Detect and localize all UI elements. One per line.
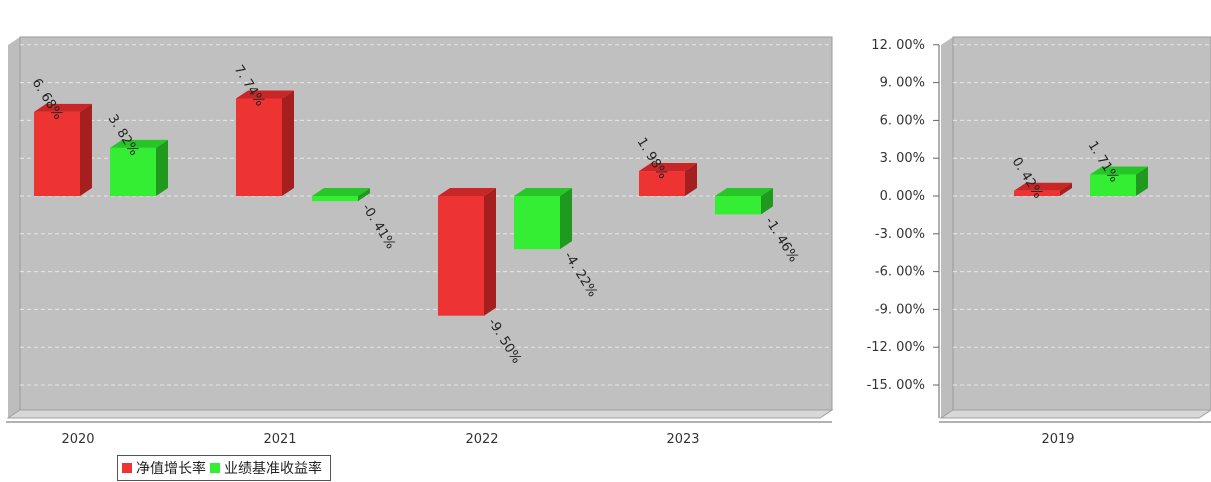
bar-top <box>236 90 294 99</box>
bar-front <box>236 98 282 196</box>
bar-front <box>438 196 484 316</box>
x-tick-label: 2023 <box>666 432 699 447</box>
bar-side <box>1136 166 1148 196</box>
y-tick-label: -12. 00% <box>867 340 925 355</box>
bar-front <box>312 196 358 202</box>
y-tick-label: 12. 00% <box>871 38 925 53</box>
legend-item-benchmark: 业绩基准收益率 <box>210 458 322 478</box>
plot-area <box>19 36 833 411</box>
bar <box>110 139 168 196</box>
bar-top <box>1090 166 1148 175</box>
x-tick-label: 2022 <box>465 432 498 447</box>
bar-top <box>715 188 773 196</box>
bar-side <box>156 139 168 196</box>
bar-side <box>80 103 92 196</box>
bar-side <box>358 188 370 202</box>
bar <box>236 90 294 196</box>
bar-front <box>514 196 560 250</box>
bar-top <box>438 188 496 196</box>
bar-side <box>560 188 572 250</box>
plot-area <box>952 36 1211 411</box>
bar <box>34 103 92 196</box>
legend: 净值增长率 业绩基准收益率 <box>117 455 331 481</box>
bar-top <box>514 188 572 196</box>
x-tick-label: 2020 <box>61 432 94 447</box>
bar <box>312 188 370 202</box>
y-tick-label: 0. 00% <box>880 189 925 204</box>
bar-front <box>34 111 80 196</box>
y-tick-label: 6. 00% <box>880 113 925 128</box>
bar <box>438 188 496 316</box>
bar-front <box>715 196 761 215</box>
legend-swatch-green <box>210 463 220 473</box>
x-tick-label: 2019 <box>1041 432 1074 447</box>
bar <box>1014 182 1072 196</box>
bar <box>639 163 697 196</box>
y-tick-label: 9. 00% <box>880 76 925 91</box>
legend-item-nav-growth: 净值增长率 <box>122 458 206 478</box>
y-axis: 12. 00% 9. 00% 6. 00% 3. 00% 0. 00% -3. 00% -6… <box>867 38 940 418</box>
bar <box>514 188 572 250</box>
legend-swatch-red <box>122 463 132 473</box>
bar-side <box>282 90 294 196</box>
legend-label-benchmark: 业绩基准收益率 <box>224 461 322 477</box>
x-tick-label: 2021 <box>263 432 296 447</box>
plot-floor <box>6 409 834 419</box>
legend-label-nav-growth: 净值增长率 <box>136 461 206 477</box>
bar-front <box>1090 174 1136 196</box>
y-tick-label: -15. 00% <box>867 378 925 393</box>
bar-top <box>312 188 370 196</box>
y-tick-label: -6. 00% <box>875 265 925 280</box>
bar-top <box>639 163 697 172</box>
bar <box>1090 166 1148 196</box>
y-tick-label: 3. 00% <box>880 151 925 166</box>
bar-top <box>34 103 92 112</box>
bar-top <box>110 139 168 148</box>
bar-side <box>1060 182 1072 196</box>
bar-side <box>484 188 496 316</box>
bar-side <box>685 163 697 196</box>
bar-top <box>1014 182 1072 191</box>
y-tick-label: -3. 00% <box>875 227 925 242</box>
bar-side <box>761 188 773 215</box>
bar <box>715 188 773 215</box>
bar-front <box>1014 190 1060 196</box>
bar-front <box>639 171 685 196</box>
bar-front <box>110 147 156 196</box>
y-tick-label: -9. 00% <box>875 302 925 317</box>
plot-floor <box>939 409 1211 419</box>
